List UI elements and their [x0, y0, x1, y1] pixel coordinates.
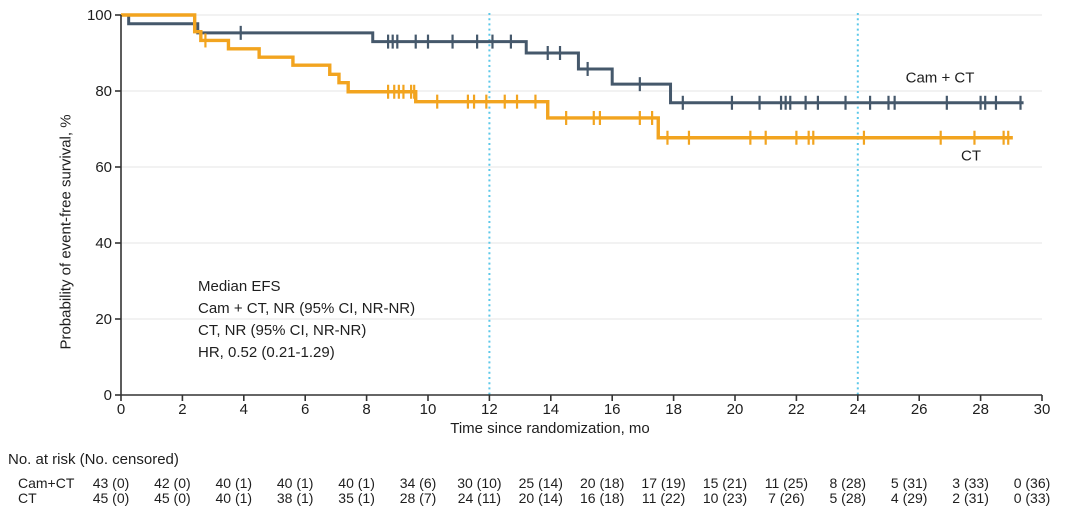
curve-label-ct: CT [961, 147, 981, 165]
risk-value: 20 (14) [518, 490, 563, 506]
x-tick-label: 18 [665, 401, 682, 418]
y-tick-label: 0 [104, 387, 112, 404]
x-tick-label: 6 [301, 401, 309, 418]
risk-value: 16 (18) [580, 490, 625, 506]
risk-value: 30 (10) [457, 475, 502, 491]
annotation-line-hr: HR, 0.52 (0.21-1.29) [198, 344, 335, 361]
risk-value: 40 (1) [338, 475, 375, 491]
risk-value: 38 (1) [276, 490, 314, 506]
x-axis-title: Time since randomization, mo [450, 420, 650, 437]
y-tick-label: 20 [95, 311, 112, 328]
risk-value: 20 (18) [580, 475, 625, 491]
annotation-line-ct: CT, NR (95% CI, NR-NR) [198, 322, 367, 339]
risk-value: 45 (0) [154, 490, 191, 506]
risk-value: 11 (22) [641, 490, 686, 506]
risk-value: 40 (1) [276, 475, 314, 491]
y-tick-label: 100 [87, 7, 112, 24]
x-tick-label: 12 [481, 401, 498, 418]
risk-value: 0 (36) [1013, 475, 1051, 491]
risk-row-cam-ct: Cam+CT 43 (0) 42 (0) 40 (1) 40 (1) 40 (1) 34 … [0, 475, 1080, 491]
risk-value: 24 (11) [457, 490, 502, 506]
risk-value: 5 (31) [890, 475, 928, 491]
risk-value: 34 (6) [399, 475, 437, 491]
y-axis-title: Probability of event-free survival, % [57, 114, 75, 350]
x-tick-label: 30 [1034, 401, 1051, 418]
x-tick-label: 26 [911, 401, 928, 418]
risk-value: 28 (7) [399, 490, 437, 506]
risk-value: 11 (25) [764, 475, 809, 491]
risk-value: 7 (26) [768, 490, 805, 506]
risk-value: 15 (21) [702, 475, 748, 491]
x-tick-label: 20 [727, 401, 744, 418]
risk-row-ct: CT 45 (0) 45 (0) 40 (1) 38 (1) 35 (1) 28 (7) 2… [0, 490, 1080, 506]
y-tick-label: 60 [95, 159, 112, 176]
x-tick-label: 2 [178, 401, 186, 418]
risk-value: 0 (33) [1013, 490, 1051, 506]
annotation-line-median-efs: Median EFS [198, 278, 281, 295]
risk-value: 35 (1) [338, 490, 375, 506]
risk-table-header: No. at risk (No. censored) [8, 451, 179, 468]
y-tick-label: 40 [95, 235, 112, 252]
risk-value: 40 (1) [215, 490, 253, 506]
risk-value: 3 (33) [952, 475, 989, 491]
risk-value: 40 (1) [215, 475, 253, 491]
survival-curve-ct [121, 13, 1013, 140]
curve-label-cam-ct: Cam + CT [905, 69, 975, 87]
risk-value: 5 (28) [829, 490, 867, 506]
risk-value: 25 (14) [518, 475, 563, 491]
x-tick-label: 4 [240, 401, 248, 418]
annotation-line-camct: Cam + CT, NR (95% CI, NR-NR) [198, 300, 416, 317]
x-tick-label: 8 [362, 401, 370, 418]
risk-value: 4 (29) [890, 490, 928, 506]
y-tick-label: 80 [95, 83, 112, 100]
risk-value: 17 (19) [641, 475, 686, 491]
x-tick-label: 22 [788, 401, 805, 418]
x-tick-label: 14 [542, 401, 559, 418]
x-tick-label: 10 [420, 401, 437, 418]
x-tick-label: 24 [849, 401, 866, 418]
survival-curve-cam-ct [121, 13, 1024, 105]
risk-value: 43 (0) [92, 475, 130, 491]
risk-value: 45 (0) [92, 490, 130, 506]
risk-value: 8 (28) [829, 475, 867, 491]
x-tick-label: 0 [117, 401, 125, 418]
risk-value: 10 (23) [702, 490, 748, 506]
risk-value: 2 (31) [952, 490, 989, 506]
x-tick-label: 28 [972, 401, 989, 418]
risk-row-label-cam-ct: Cam+CT [18, 475, 75, 491]
risk-row-label-ct: CT [18, 490, 37, 506]
x-tick-label: 16 [604, 401, 621, 418]
risk-value: 42 (0) [154, 475, 191, 491]
median-efs-annotation: Median EFS Cam + CT, NR (95% CI, NR-NR) … [198, 276, 415, 364]
